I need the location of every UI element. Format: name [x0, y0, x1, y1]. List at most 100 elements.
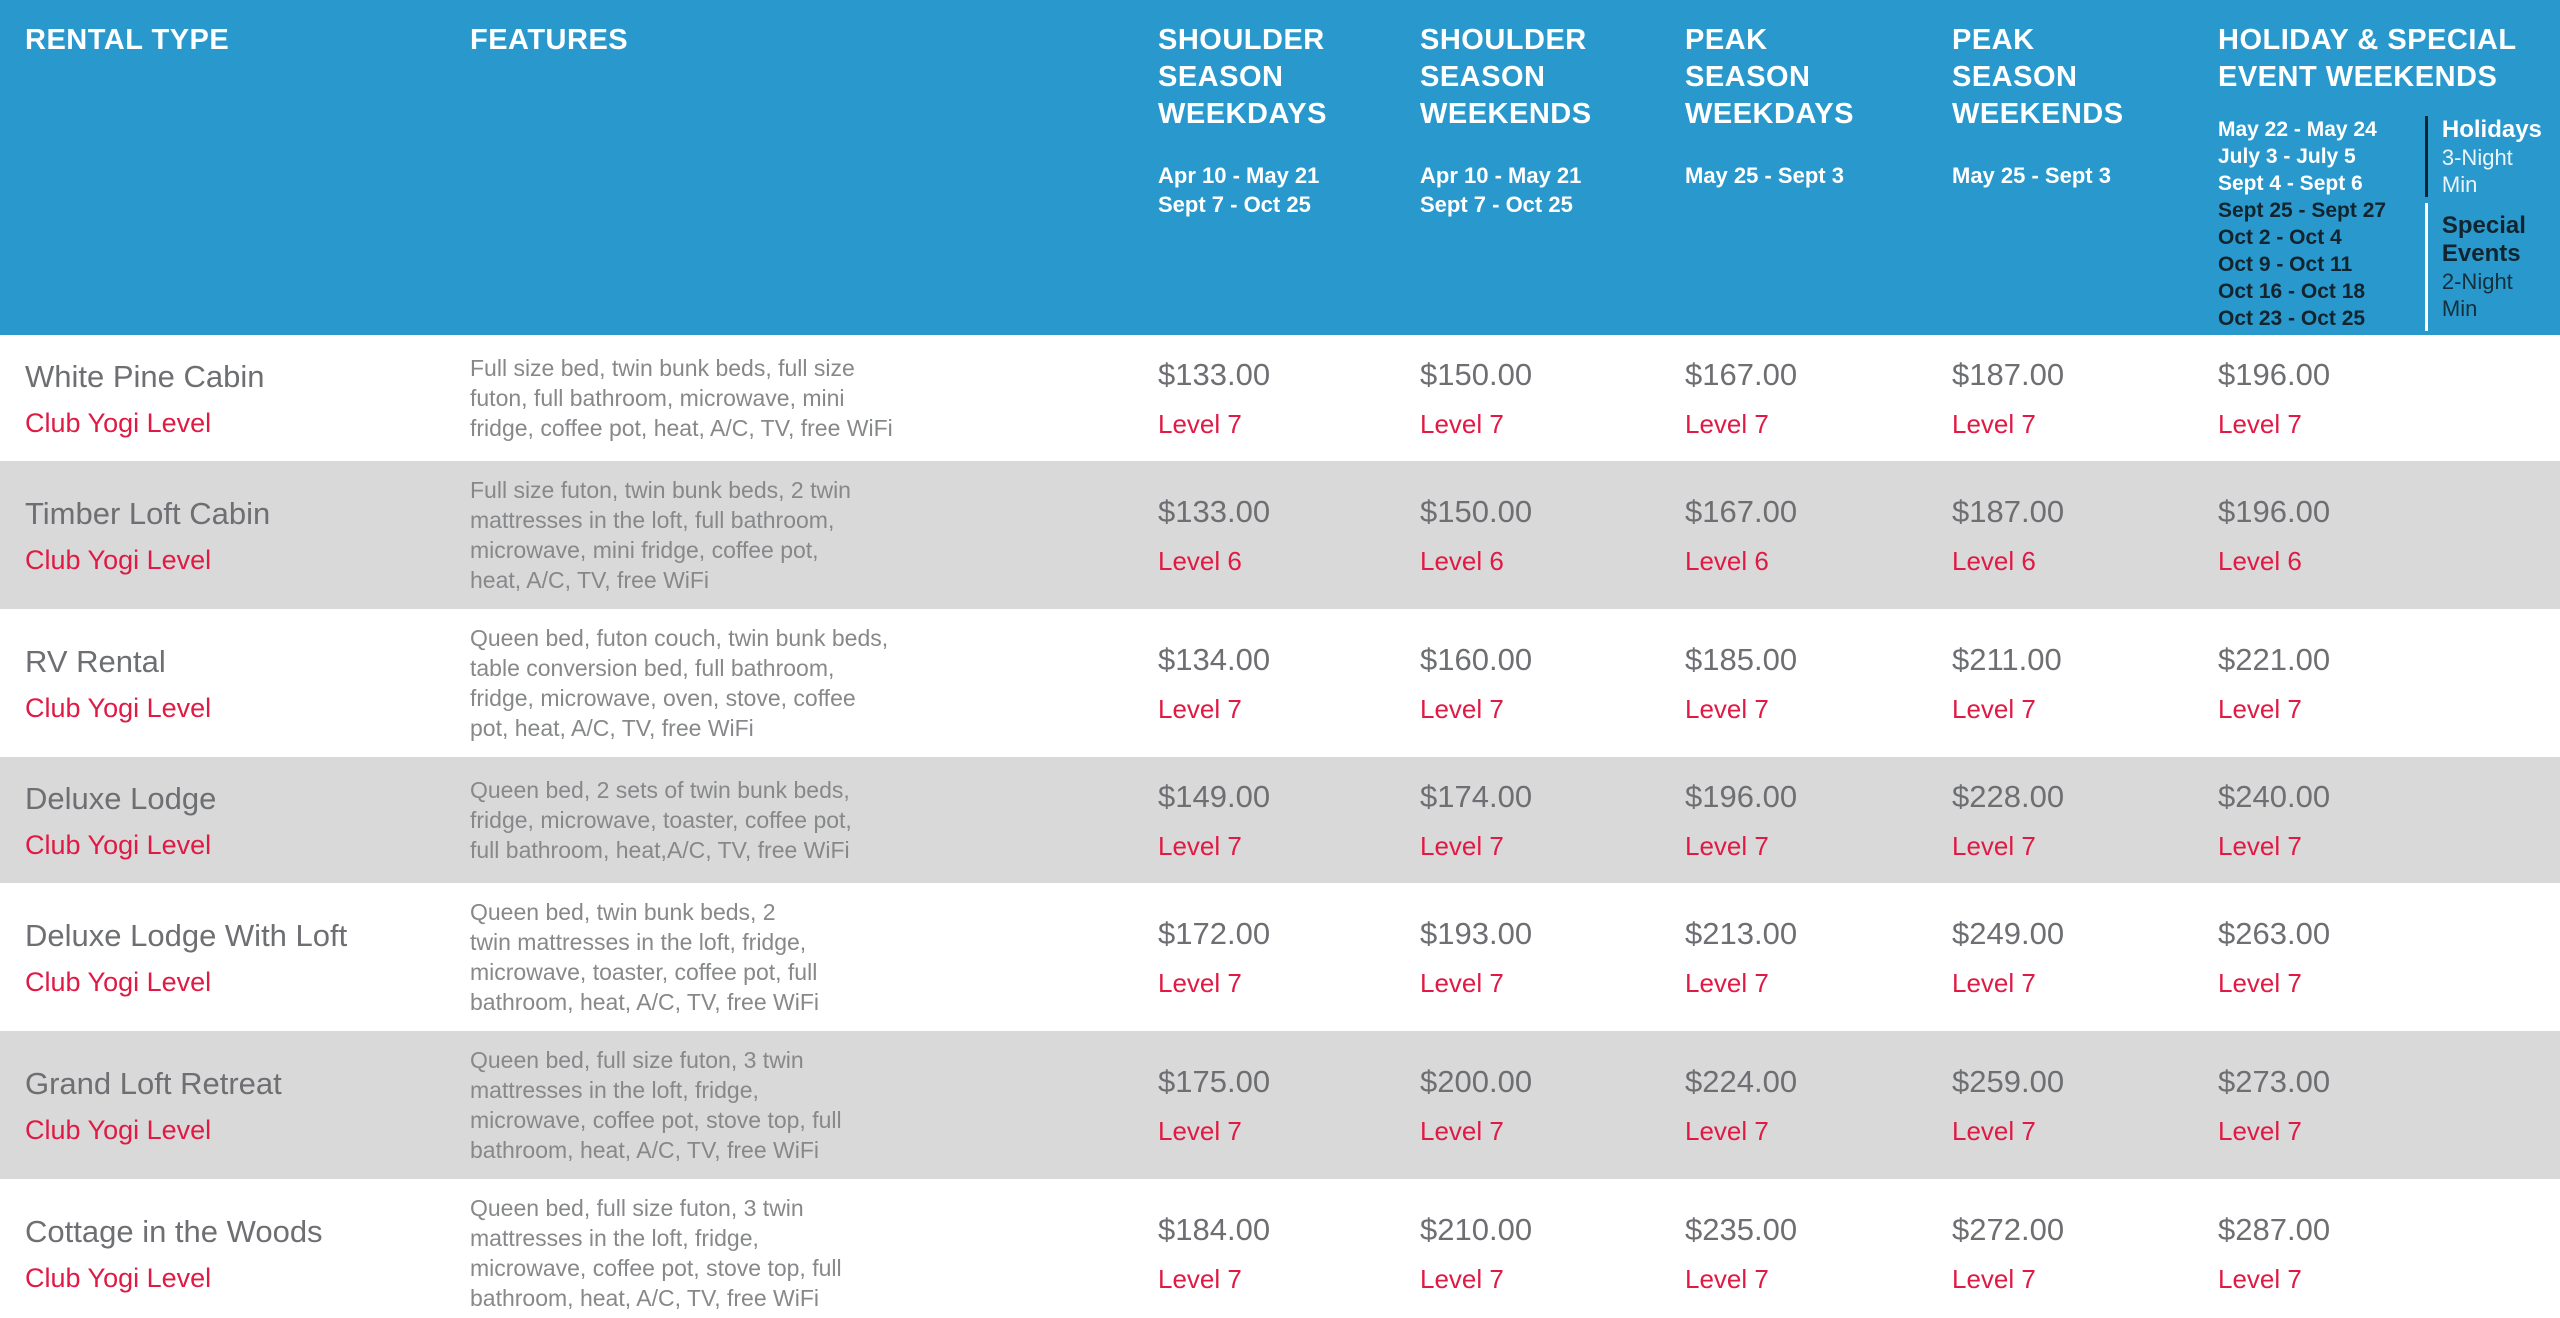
price-value: $196.00	[1685, 778, 1798, 814]
rental-type-cell: RV Rental Club Yogi Level	[0, 643, 445, 724]
price-cell: $174.00 Level 7	[1420, 779, 1685, 862]
price-cell: $193.00 Level 7	[1420, 916, 1685, 999]
holidays-label: Holidays	[2441, 115, 2542, 143]
rental-name: RV Rental	[25, 643, 166, 679]
price-level: Level 7	[1952, 408, 2036, 439]
price-cell: $187.00 Level 6	[1952, 494, 2218, 577]
header-rental-type-label: RENTAL TYPE	[25, 24, 230, 56]
header-shoulder-weekends: SHOULDER SEASON WEEKENDS Apr 10 - May 21…	[1420, 0, 1685, 335]
price-value: $185.00	[1685, 641, 1798, 677]
features-text: Queen bed, full size futon, 3 twin mattr…	[470, 1047, 842, 1163]
price-value: $249.00	[1952, 915, 2065, 951]
features-cell: Queen bed, full size futon, 3 twin mattr…	[445, 1045, 1158, 1165]
price-level: Level 7	[1420, 693, 1504, 724]
holiday-dates-list: May 22 - May 24 July 3 - July 5 Sept 4 -…	[2218, 116, 2423, 332]
holiday-header-body: May 22 - May 24 July 3 - July 5 Sept 4 -…	[2218, 116, 2550, 332]
price-cell: $196.00 Level 6	[2218, 494, 2560, 577]
price-cell: $149.00 Level 7	[1158, 779, 1420, 862]
price-level: Level 7	[2218, 830, 2302, 861]
price-level: Level 7	[1952, 693, 2036, 724]
price-level: Level 7	[1685, 693, 1769, 724]
price-level: Level 7	[1685, 830, 1769, 861]
header-features-label: FEATURES	[470, 24, 629, 56]
price-cell: $196.00 Level 7	[1685, 779, 1952, 862]
price-level: Level 6	[1158, 545, 1242, 576]
price-level: Level 7	[2218, 693, 2302, 724]
price-level: Level 7	[1158, 967, 1242, 998]
header-features: FEATURES	[445, 0, 1158, 335]
price-cell: $160.00 Level 7	[1420, 642, 1685, 725]
header-shoulder-weekdays-dates: Apr 10 - May 21 Sept 7 - Oct 25	[1158, 163, 1320, 217]
price-level: Level 7	[2218, 1263, 2302, 1294]
price-level: Level 7	[1158, 1263, 1242, 1294]
table-row: Deluxe Lodge With Loft Club Yogi Level Q…	[0, 883, 2560, 1031]
price-cell: $133.00 Level 6	[1158, 494, 1420, 577]
price-cell: $185.00 Level 7	[1685, 642, 1952, 725]
header-peak-weekends: PEAK SEASON WEEKENDS May 25 - Sept 3	[1952, 0, 2218, 335]
rental-type-cell: Deluxe Lodge Club Yogi Level	[0, 780, 445, 861]
price-value: $228.00	[1952, 778, 2065, 814]
price-value: $184.00	[1158, 1211, 1271, 1247]
holidays-min-block: Holidays 3-Night Min	[2424, 115, 2550, 197]
price-cell: $240.00 Level 7	[2218, 779, 2560, 862]
features-text: Queen bed, 2 sets of twin bunk beds, fri…	[470, 777, 852, 863]
price-level: Level 7	[1685, 408, 1769, 439]
price-value: $273.00	[2218, 1063, 2331, 1099]
price-cell: $249.00 Level 7	[1952, 916, 2218, 999]
price-value: $133.00	[1158, 493, 1271, 529]
price-value: $193.00	[1420, 915, 1533, 951]
price-cell: $273.00 Level 7	[2218, 1064, 2560, 1147]
price-level: Level 7	[1952, 830, 2036, 861]
price-value: $160.00	[1420, 641, 1533, 677]
header-shoulder-weekends-dates: Apr 10 - May 21 Sept 7 - Oct 25	[1420, 163, 1582, 217]
special-event-dates: Sept 25 - Sept 27 Oct 2 - Oct 4 Oct 9 - …	[2218, 199, 2387, 330]
price-level: Level 7	[1685, 1115, 1769, 1146]
price-cell: $175.00 Level 7	[1158, 1064, 1420, 1147]
price-value: $175.00	[1158, 1063, 1271, 1099]
price-level: Level 6	[1420, 545, 1504, 576]
price-cell: $167.00 Level 6	[1685, 494, 1952, 577]
price-value: $167.00	[1685, 493, 1798, 529]
price-level: Level 7	[2218, 967, 2302, 998]
club-yogi-level: Club Yogi Level	[25, 544, 212, 575]
special-events-label: Special Events	[2441, 212, 2526, 267]
holiday-dates: May 22 - May 24 July 3 - July 5 Sept 4 -…	[2218, 118, 2377, 195]
header-shoulder-weekdays-label: SHOULDER SEASON WEEKDAYS	[1158, 24, 1327, 130]
price-value: $196.00	[2218, 493, 2331, 529]
features-cell: Queen bed, 2 sets of twin bunk beds, fri…	[445, 775, 1158, 865]
price-cell: $196.00 Level 7	[2218, 357, 2560, 440]
features-cell: Queen bed, futon couch, twin bunk beds, …	[445, 623, 1158, 743]
price-level: Level 7	[1952, 1263, 2036, 1294]
price-cell: $211.00 Level 7	[1952, 642, 2218, 725]
price-cell: $263.00 Level 7	[2218, 916, 2560, 999]
club-yogi-level: Club Yogi Level	[25, 692, 212, 723]
header-rental-type: RENTAL TYPE	[0, 0, 445, 335]
price-value: $187.00	[1952, 356, 2065, 392]
price-level: Level 6	[2218, 545, 2302, 576]
features-text: Queen bed, twin bunk beds, 2 twin mattre…	[470, 899, 819, 1015]
price-level: Level 6	[1952, 545, 2036, 576]
header-peak-weekends-label: PEAK SEASON WEEKENDS	[1952, 24, 2124, 130]
club-yogi-level: Club Yogi Level	[25, 829, 212, 860]
club-yogi-level: Club Yogi Level	[25, 966, 212, 997]
price-value: $235.00	[1685, 1211, 1798, 1247]
price-cell: $210.00 Level 7	[1420, 1212, 1685, 1295]
price-value: $174.00	[1420, 778, 1533, 814]
price-value: $200.00	[1420, 1063, 1533, 1099]
price-level: Level 6	[1685, 545, 1769, 576]
price-value: $240.00	[2218, 778, 2331, 814]
special-events-min-block: Special Events 2-Night Min	[2424, 203, 2550, 331]
price-value: $150.00	[1420, 356, 1533, 392]
header-peak-weekdays: PEAK SEASON WEEKDAYS May 25 - Sept 3	[1685, 0, 1952, 335]
features-cell: Queen bed, full size futon, 3 twin mattr…	[445, 1193, 1158, 1313]
price-value: $287.00	[2218, 1211, 2331, 1247]
price-value: $167.00	[1685, 356, 1798, 392]
price-level: Level 7	[1158, 1115, 1242, 1146]
price-value: $221.00	[2218, 641, 2331, 677]
price-cell: $187.00 Level 7	[1952, 357, 2218, 440]
price-cell: $184.00 Level 7	[1158, 1212, 1420, 1295]
rental-name: Cottage in the Woods	[25, 1213, 323, 1249]
special-events-min-stay: 2-Night Min	[2441, 269, 2513, 321]
features-cell: Full size futon, twin bunk beds, 2 twin …	[445, 475, 1158, 595]
